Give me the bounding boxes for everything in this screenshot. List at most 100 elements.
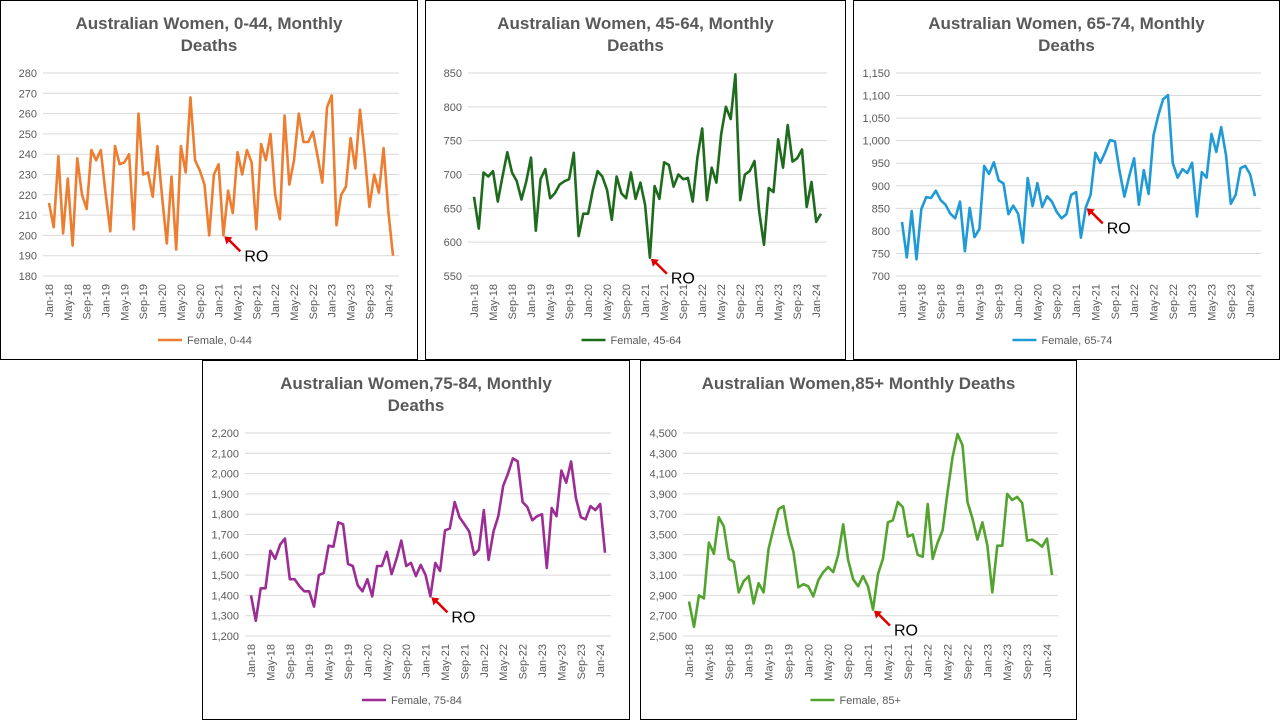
x-tick-label: Sep-22 [518, 644, 530, 679]
y-tick-label: 2,100 [211, 448, 239, 460]
x-tick-label: Sep-19 [138, 284, 150, 319]
x-tick-label: Sep-21 [1110, 284, 1122, 319]
x-tick-label: Sep-22 [962, 644, 974, 679]
y-tick-label: 200 [19, 230, 37, 242]
x-tick-label: May-19 [764, 644, 776, 681]
x-tick-label: Sep-20 [401, 644, 413, 679]
ro-arrow-head [873, 610, 882, 619]
y-tick-label: 650 [444, 203, 462, 215]
y-tick-label: 750 [444, 136, 462, 148]
chart-title-line: Australian Women, 65-74, Monthly [928, 14, 1205, 33]
ro-arrow-shaft [653, 260, 668, 275]
x-tick-label: Jan-19 [744, 644, 756, 678]
x-tick-label: Jan-18 [897, 284, 909, 318]
x-tick-label: Jan-22 [923, 644, 935, 678]
x-tick-label: Jan-23 [327, 284, 339, 318]
y-tick-label: 3,300 [649, 550, 677, 562]
x-tick-label: May-19 [974, 284, 986, 321]
x-tick-label: Jan-23 [982, 644, 994, 678]
y-tick-label: 1,100 [862, 91, 890, 103]
x-tick-label: May-21 [232, 284, 244, 321]
chart-panel-0-44: Australian Women, 0-44, Monthly Deaths 180… [0, 0, 418, 360]
x-tick-label: Sep-18 [82, 284, 94, 319]
y-tick-label: 3,500 [649, 530, 677, 542]
x-tick-label: Sep-18 [507, 284, 519, 319]
y-tick-label: 1,000 [862, 136, 890, 148]
x-tick-label: May-22 [716, 284, 728, 321]
chart-title-line: Deaths [1038, 36, 1095, 55]
x-tick-label: May-23 [346, 284, 358, 321]
x-tick-label: Jan-21 [863, 644, 875, 678]
x-tick-label: Jan-21 [214, 284, 226, 318]
series-line [472, 73, 823, 260]
x-tick-label: Jan-18 [246, 644, 258, 678]
x-tick-label: Sep-19 [783, 644, 795, 679]
chart-panel-45-64: Australian Women, 45-64, Monthly Deaths 55… [425, 0, 846, 360]
x-tick-label: Jan-20 [157, 284, 169, 318]
y-tick-label: 1,300 [211, 611, 239, 623]
ro-annotation: RO [894, 623, 918, 640]
legend-label: Female, 85+ [840, 695, 901, 707]
x-tick-label: May-23 [773, 284, 785, 321]
y-tick-label: 850 [444, 68, 462, 80]
x-tick-label: May-18 [63, 284, 75, 321]
x-tick-label: Sep-23 [1226, 284, 1238, 319]
y-tick-label: 190 [19, 251, 37, 263]
y-tick-label: 550 [444, 271, 462, 283]
y-tick-label: 230 [19, 170, 37, 182]
y-tick-label: 4,100 [649, 469, 677, 481]
x-tick-label: May-19 [119, 284, 131, 321]
x-tick-label: Jan-23 [1187, 284, 1199, 318]
x-tick-label: May-20 [602, 284, 614, 321]
y-tick-label: 900 [872, 181, 890, 193]
y-tick-label: 700 [872, 271, 890, 283]
x-tick-label: Jan-24 [595, 644, 607, 678]
series-line [249, 457, 607, 623]
y-tick-label: 3,900 [649, 489, 677, 501]
y-tick-label: 1,500 [211, 570, 239, 582]
x-tick-label: Sep-22 [735, 284, 747, 319]
y-tick-label: 4,300 [649, 448, 677, 460]
y-tick-label: 1,700 [211, 530, 239, 542]
x-tick-label: Jan-21 [421, 644, 433, 678]
x-tick-label: Sep-20 [195, 284, 207, 319]
chart-title-line: Australian Women, 0-44, Monthly [75, 14, 343, 33]
x-tick-label: Sep-21 [459, 644, 471, 679]
chart-panel-65-74: Australian Women, 65-74, Monthly Deaths 70… [853, 0, 1280, 360]
x-tick-label: Jan-18 [469, 284, 481, 318]
x-tick-label: May-20 [176, 284, 188, 321]
y-tick-label: 210 [19, 210, 37, 222]
x-tick-label: May-21 [883, 644, 895, 681]
legend-label: Female, 65-74 [1042, 335, 1113, 347]
x-tick-label: Sep-23 [792, 284, 804, 319]
ro-annotation: RO [1107, 220, 1131, 237]
y-tick-label: 850 [872, 203, 890, 215]
y-tick-label: 180 [19, 271, 37, 283]
x-tick-label: Sep-21 [251, 284, 263, 319]
x-tick-label: Sep-23 [1022, 644, 1034, 679]
chart-svg: Australian Women,75-84, Monthly Deaths 1,2… [211, 374, 611, 707]
y-tick-label: 250 [19, 129, 37, 141]
x-tick-label: Jan-19 [304, 644, 316, 678]
y-tick-label: 1,150 [862, 68, 890, 80]
x-tick-label: Jan-24 [1245, 284, 1257, 318]
chart-panel-85-plus: Australian Women,85+ Monthly Deaths 2,500… [640, 360, 1077, 720]
x-tick-label: Sep-20 [1052, 284, 1064, 319]
x-tick-label: Jan-23 [754, 284, 766, 318]
y-tick-label: 1,400 [211, 590, 239, 602]
y-tick-label: 2,000 [211, 469, 239, 481]
chart-title-line: Australian Women,85+ Monthly Deaths [702, 374, 1016, 393]
y-tick-label: 2,700 [649, 611, 677, 623]
x-tick-label: Jan-19 [526, 284, 538, 318]
y-tick-label: 3,700 [649, 509, 677, 521]
y-tick-label: 1,900 [211, 489, 239, 501]
x-tick-label: May-23 [1206, 284, 1218, 321]
x-tick-label: May-21 [1090, 284, 1102, 321]
x-tick-label: Jan-22 [697, 284, 709, 318]
x-tick-label: Sep-18 [285, 644, 297, 679]
x-tick-label: Jan-23 [537, 644, 549, 678]
series-line [900, 93, 1257, 261]
series-line [687, 432, 1054, 629]
y-tick-label: 1,200 [211, 631, 239, 643]
x-tick-label: May-18 [916, 284, 928, 321]
